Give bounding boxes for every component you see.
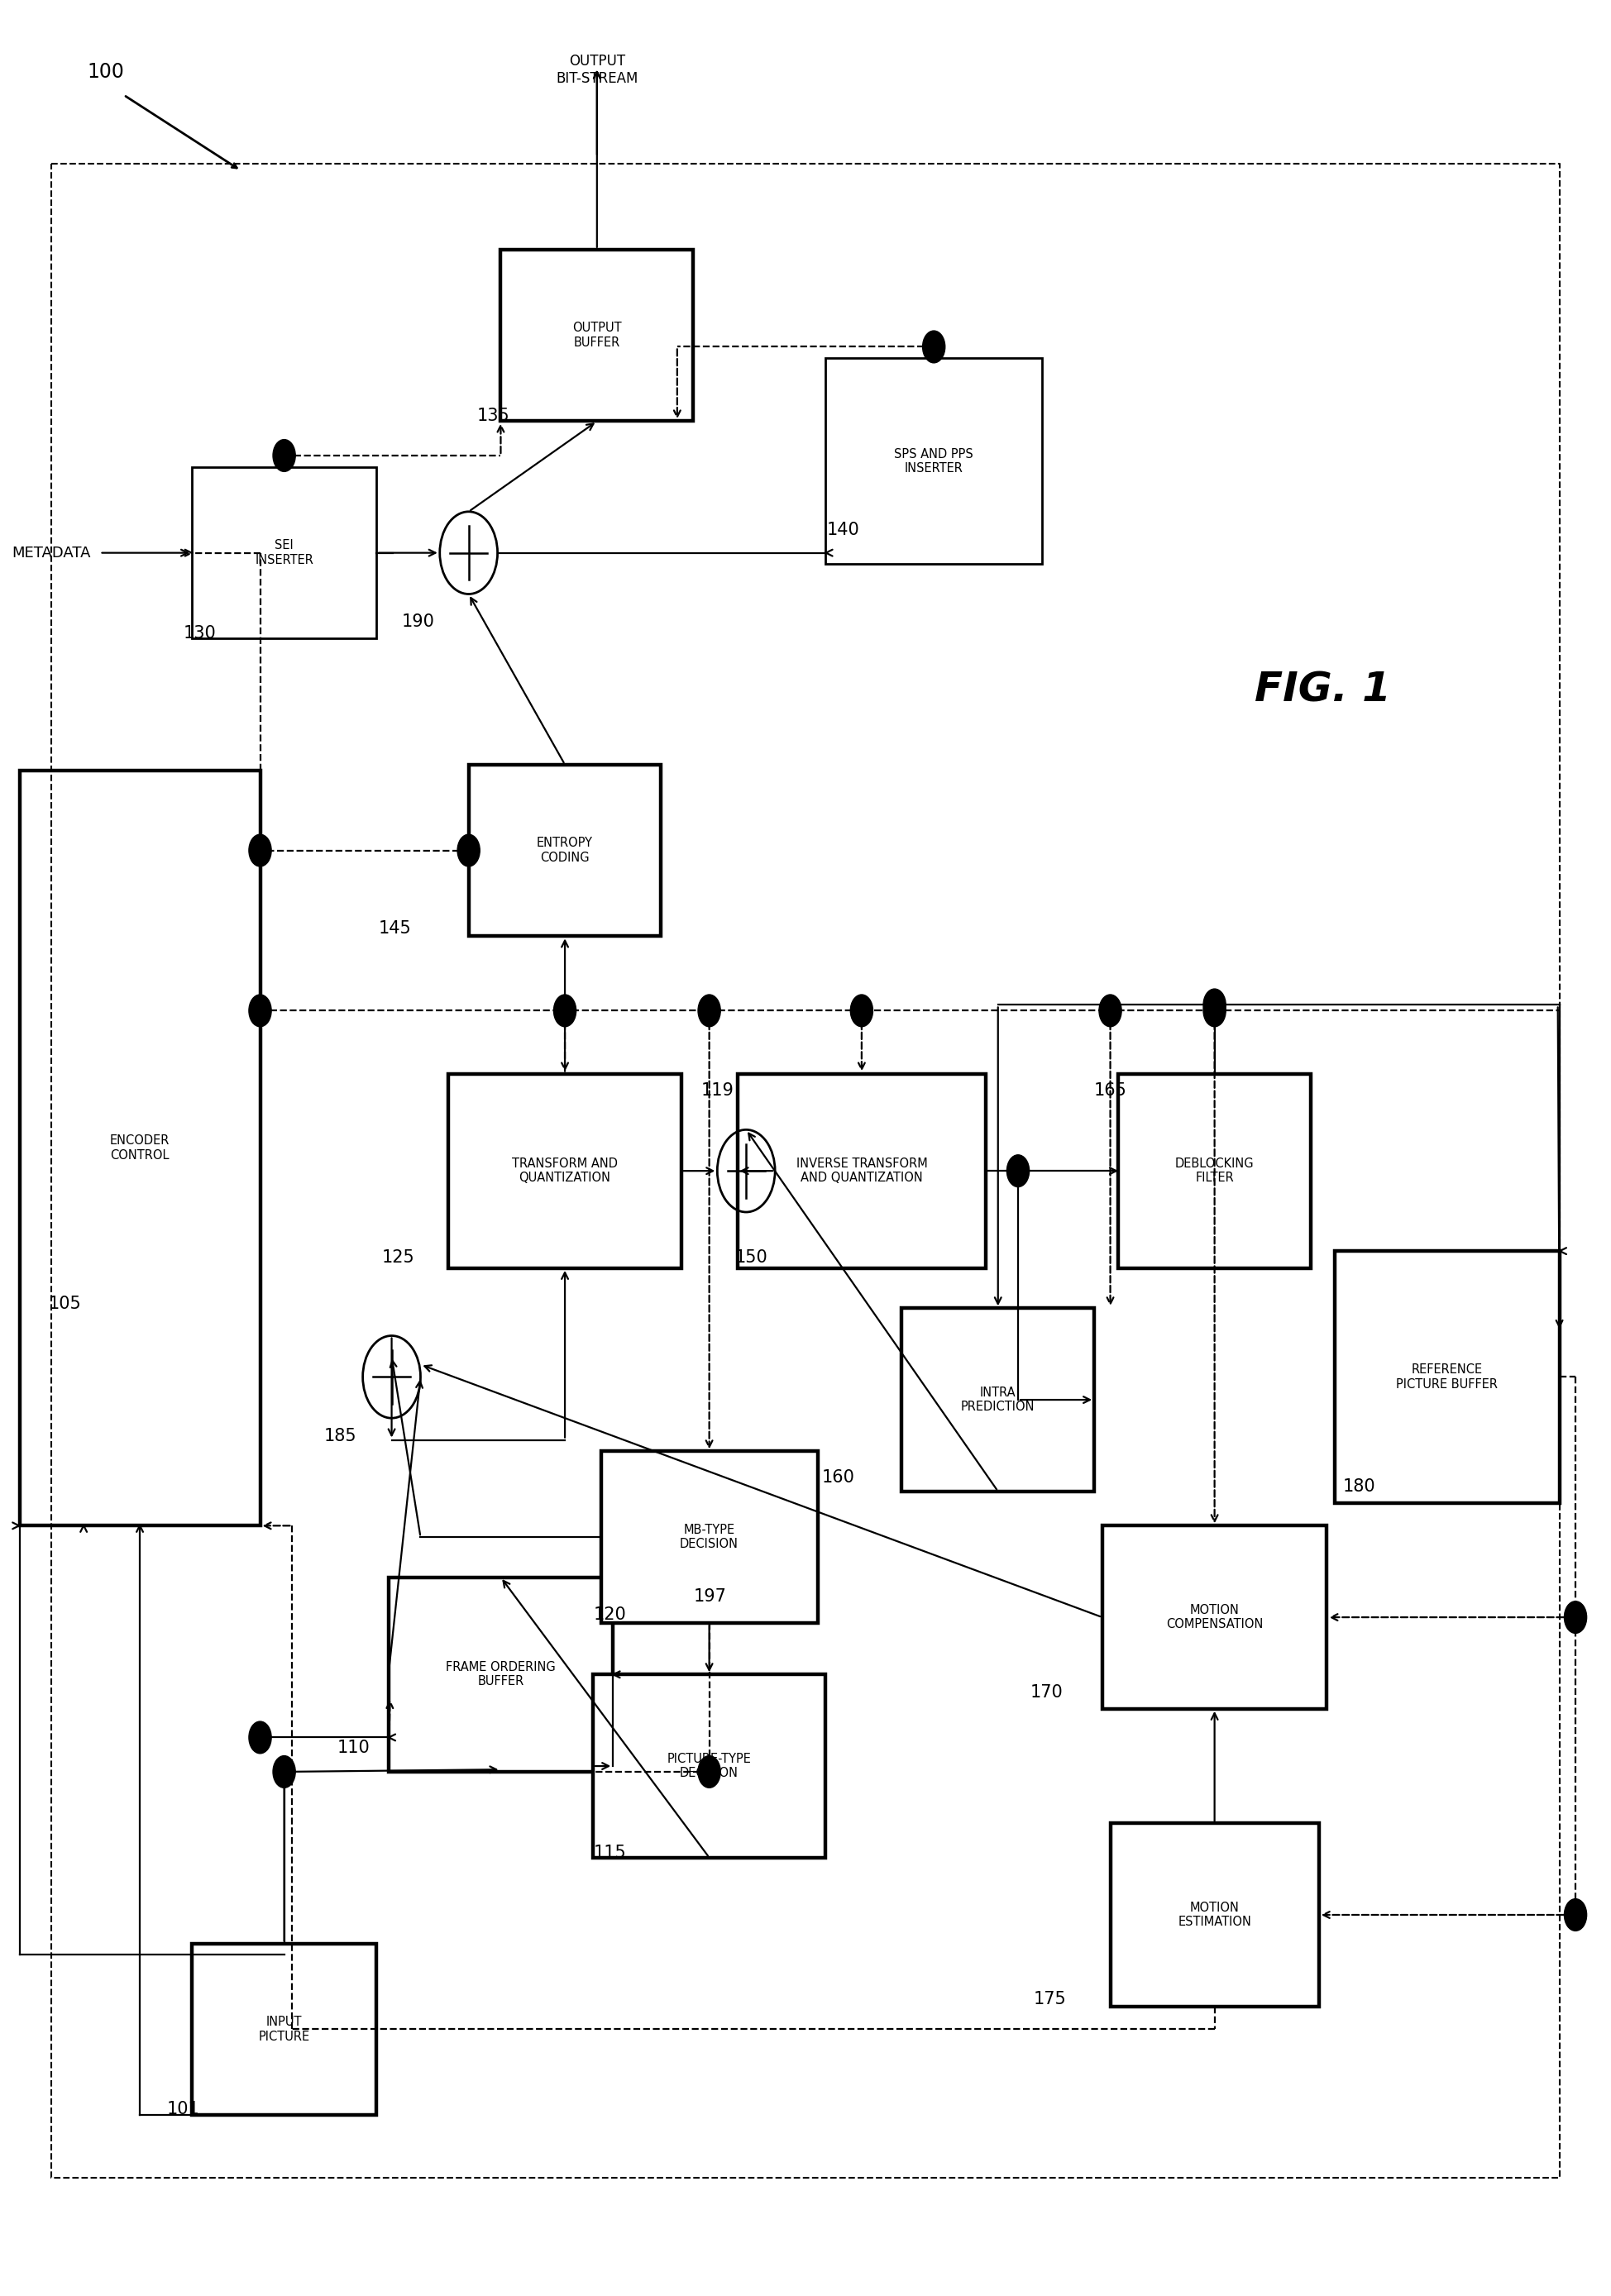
- Circle shape: [272, 439, 295, 471]
- Text: MOTION
COMPENSATION: MOTION COMPENSATION: [1166, 1605, 1263, 1630]
- Text: 160: 160: [822, 1469, 854, 1486]
- Text: DEBLOCKING
FILTER: DEBLOCKING FILTER: [1174, 1157, 1253, 1185]
- Text: FIG. 1: FIG. 1: [1255, 670, 1390, 709]
- Text: 170: 170: [1029, 1685, 1063, 1701]
- Text: 180: 180: [1344, 1479, 1376, 1495]
- Text: SPS AND PPS
INSERTER: SPS AND PPS INSERTER: [894, 448, 973, 475]
- Text: 190: 190: [401, 613, 435, 629]
- Text: MOTION
ESTIMATION: MOTION ESTIMATION: [1178, 1901, 1252, 1929]
- Text: 105: 105: [48, 1295, 81, 1311]
- Bar: [469, 765, 661, 937]
- Text: 145: 145: [379, 921, 412, 937]
- Bar: [19, 769, 259, 1527]
- Text: METADATA: METADATA: [11, 546, 90, 560]
- Text: ENCODER
CONTROL: ENCODER CONTROL: [110, 1134, 169, 1162]
- Text: 135: 135: [477, 406, 509, 425]
- Text: 100: 100: [87, 62, 124, 83]
- Circle shape: [1203, 990, 1226, 1022]
- Circle shape: [1007, 1155, 1029, 1187]
- Circle shape: [851, 994, 873, 1026]
- Text: 165: 165: [1094, 1081, 1128, 1100]
- Bar: [1118, 1075, 1311, 1267]
- Bar: [388, 1577, 614, 1773]
- Text: PICTURE-TYPE
DECISION: PICTURE-TYPE DECISION: [667, 1752, 751, 1779]
- Circle shape: [1099, 994, 1121, 1026]
- Circle shape: [458, 833, 480, 866]
- Text: FRAME ORDERING
BUFFER: FRAME ORDERING BUFFER: [446, 1660, 556, 1688]
- Circle shape: [698, 1756, 720, 1789]
- Text: INPUT
PICTURE: INPUT PICTURE: [258, 2016, 309, 2043]
- Text: ENTROPY
CODING: ENTROPY CODING: [536, 838, 593, 863]
- Circle shape: [923, 331, 946, 363]
- Bar: [593, 1674, 825, 1857]
- Bar: [825, 358, 1042, 565]
- Text: 119: 119: [701, 1081, 735, 1100]
- Text: OUTPUT
BIT-STREAM: OUTPUT BIT-STREAM: [556, 53, 638, 85]
- Text: REFERENCE
PICTURE BUFFER: REFERENCE PICTURE BUFFER: [1397, 1364, 1498, 1391]
- Circle shape: [1203, 994, 1226, 1026]
- Circle shape: [554, 994, 577, 1026]
- Circle shape: [1564, 1899, 1587, 1931]
- Bar: [1336, 1251, 1559, 1504]
- Text: 130: 130: [184, 625, 216, 641]
- Text: 185: 185: [324, 1428, 358, 1444]
- Text: MB-TYPE
DECISION: MB-TYPE DECISION: [680, 1525, 738, 1550]
- Circle shape: [248, 1722, 271, 1754]
- Circle shape: [272, 1756, 295, 1789]
- Text: SEI
INSERTER: SEI INSERTER: [255, 540, 314, 567]
- Text: 110: 110: [337, 1740, 371, 1756]
- Text: 175: 175: [1033, 1991, 1066, 2007]
- Text: INTRA
PREDICTION: INTRA PREDICTION: [962, 1387, 1034, 1414]
- Bar: [192, 1942, 377, 2115]
- Circle shape: [248, 833, 271, 866]
- Text: 140: 140: [826, 521, 859, 537]
- Bar: [448, 1075, 681, 1267]
- Circle shape: [1564, 1600, 1587, 1632]
- Text: 101: 101: [168, 2101, 200, 2117]
- Bar: [1102, 1527, 1327, 1708]
- Text: INVERSE TRANSFORM
AND QUANTIZATION: INVERSE TRANSFORM AND QUANTIZATION: [796, 1157, 928, 1185]
- Text: 150: 150: [735, 1249, 768, 1265]
- Bar: [501, 250, 693, 420]
- Bar: [192, 466, 377, 638]
- Bar: [601, 1451, 817, 1623]
- Bar: [902, 1309, 1094, 1492]
- Bar: [1110, 1823, 1319, 2007]
- Text: 125: 125: [382, 1249, 416, 1265]
- Text: OUTPUT
BUFFER: OUTPUT BUFFER: [572, 321, 622, 349]
- Bar: [738, 1075, 986, 1267]
- Text: 120: 120: [594, 1607, 627, 1623]
- Text: 115: 115: [594, 1844, 627, 1862]
- Text: TRANSFORM AND
QUANTIZATION: TRANSFORM AND QUANTIZATION: [512, 1157, 617, 1185]
- Text: 197: 197: [693, 1589, 727, 1605]
- Circle shape: [248, 994, 271, 1026]
- Circle shape: [698, 994, 720, 1026]
